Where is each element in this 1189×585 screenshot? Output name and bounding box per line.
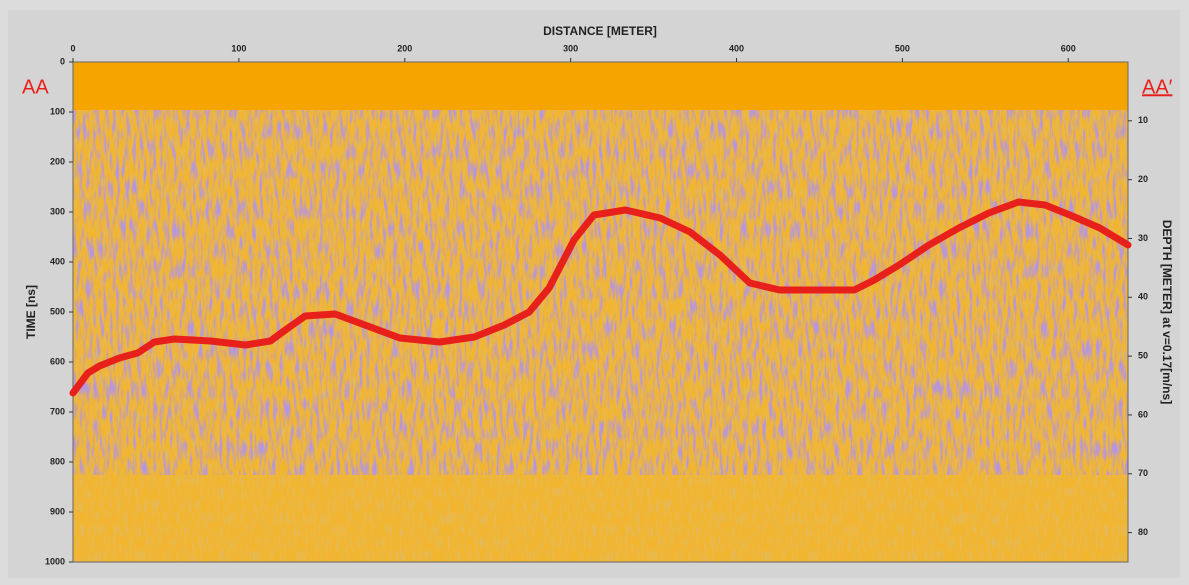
y2-tick-label: 30 [1138,233,1148,243]
y-tick-label: 700 [50,406,65,416]
radargram-reflections [73,95,1128,475]
y-axis-label: TIME [ns] [24,285,38,339]
x-tick-label: 200 [397,43,412,53]
y2-tick-label: 40 [1138,292,1148,302]
section-end-label: AA′ [1142,76,1173,98]
y2-tick-label: 50 [1138,350,1148,360]
y-tick-label: 500 [50,306,65,316]
x-tick-label: 400 [729,43,744,53]
x-tick-label: 0 [70,43,75,53]
y2-tick-label: 80 [1138,527,1148,537]
x-tick-label: 300 [563,43,578,53]
y-tick-label: 800 [50,456,65,466]
y2-tick-label: 60 [1138,409,1148,419]
x-axis-label: DISTANCE [METER] [543,24,657,38]
x-tick-label: 100 [231,43,246,53]
y-tick-label: 600 [50,356,65,366]
page: {"chart_data": { "type": "line", "x_labe… [0,0,1189,585]
y-tick-label: 400 [50,256,65,266]
direct-wave-band [73,62,1128,110]
y-tick-label: 1000 [45,556,65,566]
y2-tick-label: 20 [1138,174,1148,184]
x-tick-label: 600 [1061,43,1076,53]
y-tick-label: 100 [50,106,65,116]
y2-axis-label: DEPTH [METER] at v=0.17[m/ns] [1160,220,1174,404]
y-tick-label: 200 [50,156,65,166]
chart: DISTANCE [METER] TIME [ns] DEPTH [METER]… [0,0,1189,585]
section-start-label: AA [22,76,49,98]
y2-tick-label: 10 [1138,115,1148,125]
y-tick-label: 900 [50,506,65,516]
y-tick-label: 300 [50,206,65,216]
x-tick-label: 500 [895,43,910,53]
y2-tick-label: 70 [1138,468,1148,478]
y-tick-label: 0 [60,56,65,66]
radargram [73,62,1128,562]
